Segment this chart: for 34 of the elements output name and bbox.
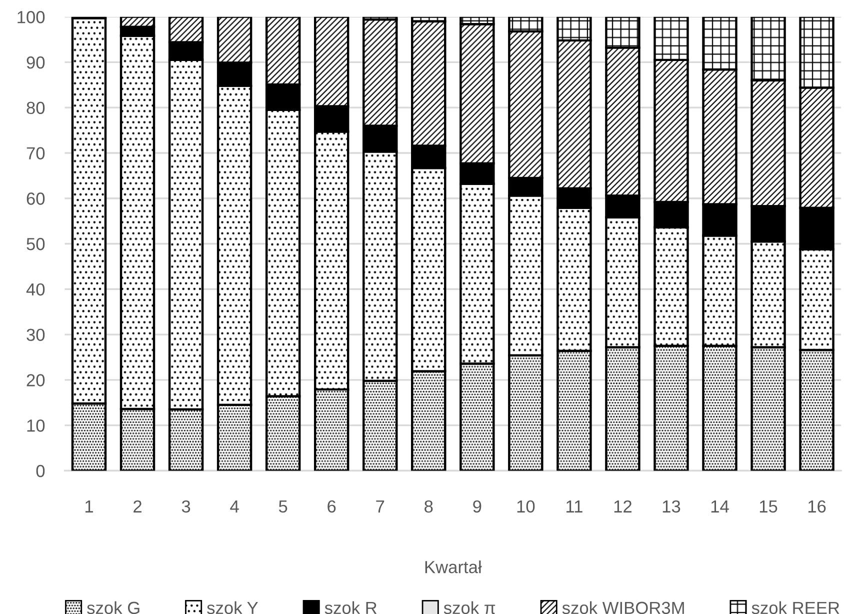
x-tick-label: 7	[376, 500, 384, 512]
x-tick-label: 4	[230, 500, 239, 512]
x-tick-label: 6	[328, 500, 336, 513]
y-tick-label: 70	[26, 147, 45, 160]
legend-label: szok Y	[207, 601, 258, 614]
x-tick-label: 12	[614, 500, 632, 512]
legend-label: szok π	[444, 601, 496, 614]
legend-label: szok REER	[752, 601, 840, 614]
y-tick-label: 80	[26, 102, 45, 114]
x-tick-label: 2	[134, 500, 142, 512]
y-tick-label: 40	[26, 283, 45, 296]
x-tick-label: 9	[473, 500, 482, 513]
y-tick-label: 20	[26, 374, 45, 386]
x-tick-label: 15	[760, 500, 778, 513]
x-tick-label: 1	[85, 500, 93, 512]
x-axis-title: Kwartał	[425, 560, 482, 574]
y-tick-label: 50	[26, 238, 45, 250]
legend-label: szok G	[87, 601, 140, 614]
x-tick-label: 13	[662, 500, 680, 513]
y-tick-label: 100	[18, 10, 45, 24]
y-tick-label: 90	[26, 56, 45, 69]
x-tick-label: 11	[566, 500, 582, 512]
x-tick-label: 16	[808, 500, 826, 513]
legend-label: szok WIBOR3M	[562, 601, 684, 614]
x-tick-label: 10	[517, 500, 535, 513]
x-tick-label: 5	[278, 500, 288, 513]
y-tick-label: 30	[26, 328, 45, 341]
y-tick-label: 10	[27, 419, 45, 432]
legend-label: szok R	[324, 601, 377, 614]
y-tick-label: 60	[26, 192, 45, 205]
x-tick-label: 3	[182, 500, 190, 513]
y-tick-label: 0	[36, 464, 45, 478]
x-tick-label: 14	[711, 500, 729, 512]
x-tick-label: 8	[424, 500, 433, 513]
